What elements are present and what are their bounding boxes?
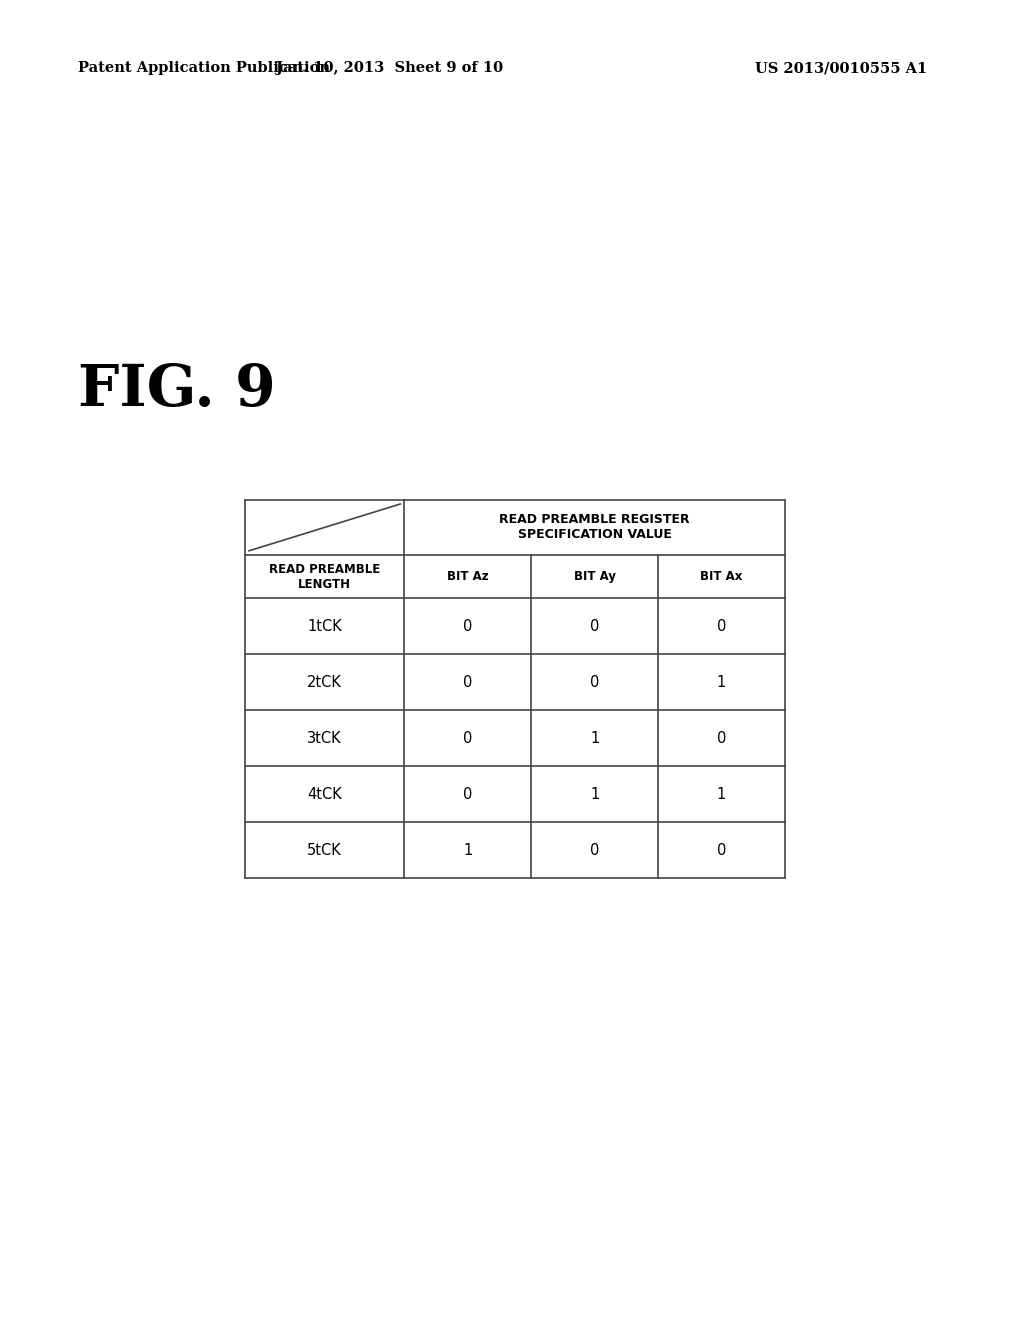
Text: 0: 0 [717,731,726,746]
Text: US 2013/0010555 A1: US 2013/0010555 A1 [755,61,928,75]
Text: 1tCK: 1tCK [307,619,342,634]
Text: 2tCK: 2tCK [307,675,342,689]
Text: 0: 0 [463,675,472,689]
Text: 4tCK: 4tCK [307,787,342,801]
Text: Jan. 10, 2013  Sheet 9 of 10: Jan. 10, 2013 Sheet 9 of 10 [276,61,504,75]
Text: READ PREAMBLE REGISTER
SPECIFICATION VALUE: READ PREAMBLE REGISTER SPECIFICATION VAL… [500,513,690,541]
Text: 1: 1 [590,787,599,801]
Text: 1: 1 [717,787,726,801]
Text: 0: 0 [463,619,472,634]
Text: 0: 0 [590,675,599,689]
Text: 3tCK: 3tCK [307,731,342,746]
Text: Patent Application Publication: Patent Application Publication [78,61,330,75]
Text: 0: 0 [590,619,599,634]
Text: 0: 0 [717,619,726,634]
Text: 0: 0 [463,731,472,746]
Text: 0: 0 [463,787,472,801]
Text: 1: 1 [717,675,726,689]
Text: 1: 1 [463,842,472,858]
Text: 1: 1 [590,731,599,746]
Text: 5tCK: 5tCK [307,842,342,858]
Text: BIT Ay: BIT Ay [573,570,615,583]
Text: 0: 0 [590,842,599,858]
Text: READ PREAMBLE
LENGTH: READ PREAMBLE LENGTH [269,562,380,590]
Text: 0: 0 [717,842,726,858]
Text: FIG. 9: FIG. 9 [78,362,275,418]
Text: BIT Ax: BIT Ax [700,570,742,583]
Text: BIT Az: BIT Az [446,570,488,583]
